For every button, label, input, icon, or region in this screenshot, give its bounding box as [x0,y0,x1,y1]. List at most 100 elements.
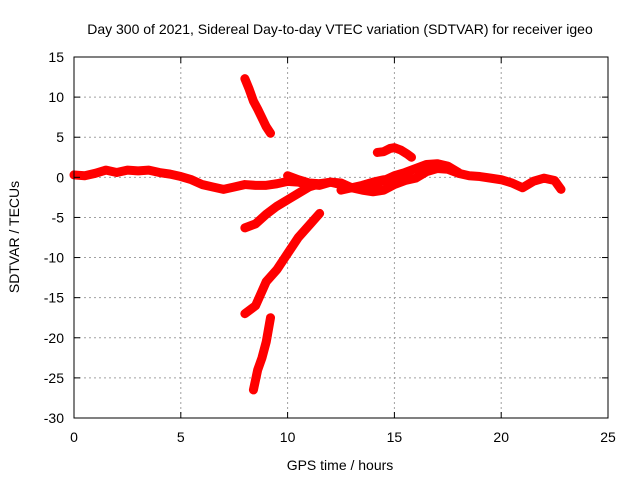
data-point [198,180,207,189]
data-point [253,105,262,114]
data-point [411,164,420,173]
x-tick-label: 20 [493,429,509,445]
data-point [465,171,474,180]
data-point [443,162,452,171]
data-point [294,233,303,242]
y-tick-label: -15 [44,290,64,306]
y-tick-label: -20 [44,330,64,346]
data-point [262,337,271,346]
data-point [497,175,506,184]
data-point [401,168,410,177]
data-point [315,179,324,188]
data-point [529,177,538,186]
data-point [486,174,495,183]
data-point [251,219,260,228]
data-point [245,85,254,94]
y-tick-label: -10 [44,250,64,266]
data-point [379,175,388,184]
y-tick-label: -5 [52,209,65,225]
data-point [249,385,258,394]
data-point [475,172,484,181]
data-point [262,277,271,286]
data-point [550,176,559,185]
data-point [240,74,249,83]
data-point [253,365,262,374]
data-point [390,143,399,152]
data-point [304,182,313,191]
data-point [219,185,228,194]
data-point [91,169,100,178]
data-point [240,180,249,189]
data-point [134,166,143,175]
data-point [507,178,516,187]
data-point [262,210,271,219]
data-series [69,74,566,395]
data-point [401,176,410,185]
series-arc-low [240,208,325,319]
data-point [369,178,378,187]
y-axis-label: SDTVAR / TECUs [6,181,22,293]
data-point [80,171,89,180]
data-point [433,159,442,168]
data-point [155,168,164,177]
data-point [230,182,239,191]
data-point [518,183,527,192]
data-point [251,301,260,310]
data-point [112,168,121,177]
plot-frame [73,56,609,419]
data-point [272,179,281,188]
series-arc-mid [240,179,325,233]
series-line [240,208,325,319]
y-tick-label: 5 [56,129,64,145]
data-point [347,183,356,192]
data-point [358,181,367,190]
grid-lines [74,57,608,418]
axis-ticks: 0 5 10 15 20 25 15 10 5 0 -5 -10 -15 -20 -25 -30 [44,49,616,445]
y-tick-label: 10 [48,89,64,105]
x-tick-label: 25 [600,429,616,445]
data-point [208,182,217,191]
x-tick-label: 0 [70,429,78,445]
series-arc-bottom [248,313,276,395]
data-point [272,202,281,211]
data-point [251,181,260,190]
data-point [257,353,266,362]
data-point [266,313,275,322]
x-axis-label: GPS time / hours [287,457,394,473]
data-point [283,171,292,180]
y-tick-label: -30 [44,410,64,426]
data-point [176,172,185,181]
data-point [379,147,388,156]
data-point [396,146,405,155]
x-tick-label: 5 [177,429,185,445]
data-point [272,265,281,274]
data-point [539,174,548,183]
data-point [262,122,271,131]
data-point [557,185,566,194]
series-line [240,179,325,233]
x-tick-label: 10 [280,429,296,445]
data-point [422,160,431,169]
data-point [249,97,258,106]
series-arc-diagonal [336,175,389,195]
data-point [262,181,271,190]
data-point [454,168,463,177]
series-arc-bump [372,143,416,162]
y-tick-label: 0 [56,169,64,185]
chart-title: Day 300 of 2021, Sidereal Day-to-day VTE… [87,21,593,37]
data-point [326,178,335,187]
data-point [390,180,399,189]
data-point [379,186,388,195]
y-tick-label: -25 [44,370,64,386]
data-point [102,166,111,175]
data-point [257,113,266,122]
series-arc-high [240,74,276,138]
data-point [283,195,292,204]
data-point [294,189,303,198]
data-point [266,129,275,138]
data-point [240,309,249,318]
data-point [294,175,303,184]
data-point [123,166,132,175]
data-point [240,223,249,232]
data-point [144,166,153,175]
